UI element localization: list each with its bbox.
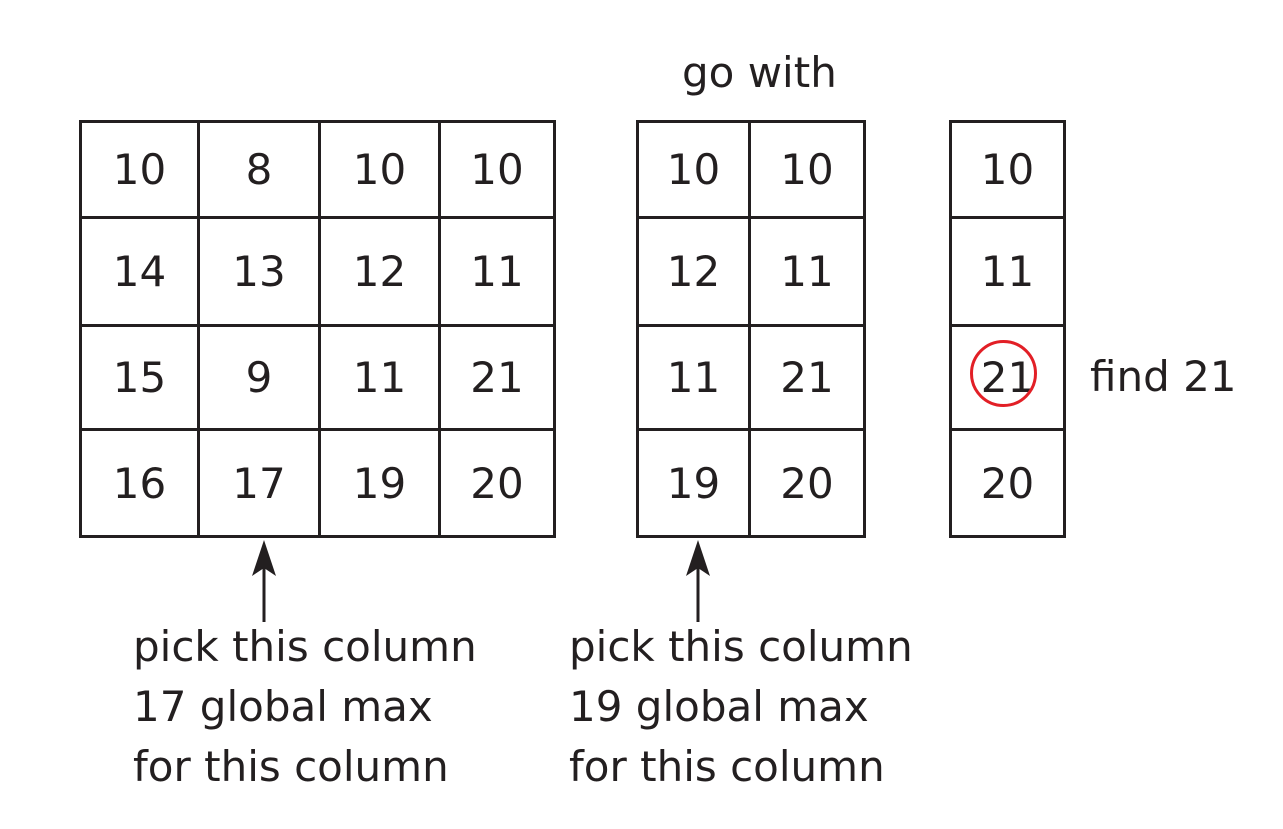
- matrix-cell: 11: [751, 219, 863, 327]
- matrix-cell: 11: [639, 327, 751, 431]
- matrix-cell: 9: [200, 327, 321, 431]
- highlight-circle: [970, 340, 1037, 407]
- caption-line: 19 global max: [569, 682, 869, 731]
- matrix-cell: 12: [321, 219, 441, 327]
- matrix-cell: 11: [952, 219, 1063, 327]
- matrix-cell: 19: [639, 431, 751, 535]
- matrix-cell: 10: [321, 123, 441, 219]
- matrix-cell: 10: [952, 123, 1063, 219]
- caption-column-a: pick this column 17 global max for this …: [133, 617, 477, 797]
- matrix-cell: 21: [441, 327, 553, 431]
- matrix-cell: 15: [82, 327, 200, 431]
- caption-line: pick this column: [133, 622, 477, 671]
- arrow-up-icon: [686, 540, 710, 622]
- matrix-cell: 10: [639, 123, 751, 219]
- matrix-cell: 20: [980, 458, 1035, 508]
- matrix-cell: 10: [441, 123, 553, 219]
- matrix-cell: 8: [200, 123, 321, 219]
- matrix-cell: 12: [639, 219, 751, 327]
- caption-line: 17 global max: [133, 682, 433, 731]
- matrix-cell: 20: [470, 458, 524, 508]
- find-label: find 21: [1090, 352, 1237, 401]
- caption-line: pick this column: [569, 622, 913, 671]
- arrow-up-icon: [252, 540, 276, 622]
- matrix-4x4: 10 8 10 10 14 13 12 11 15 9 11 21 16 17 …: [79, 120, 556, 538]
- go-with-label: go with: [682, 48, 837, 97]
- matrix-4x1: 10 11 21 20: [949, 120, 1066, 538]
- caption-line: for this column: [133, 742, 449, 791]
- matrix-cell: 11: [321, 327, 441, 431]
- matrix-cell: 16: [82, 431, 200, 535]
- matrix-4x2: 10 10 12 11 11 21 19 20: [636, 120, 866, 538]
- matrix-cell: 14: [82, 219, 200, 327]
- matrix-cell: 20: [780, 458, 834, 508]
- caption-line: for this column: [569, 742, 885, 791]
- matrix-cell: 21: [751, 327, 863, 431]
- matrix-cell: 10: [82, 123, 200, 219]
- matrix-cell: 13: [200, 219, 321, 327]
- caption-column-b: pick this column 19 global max for this …: [569, 617, 913, 797]
- matrix-cell: 17: [200, 431, 321, 535]
- matrix-cell: 11: [441, 219, 553, 327]
- matrix-cell: 10: [751, 123, 863, 219]
- matrix-cell: 19: [321, 431, 441, 535]
